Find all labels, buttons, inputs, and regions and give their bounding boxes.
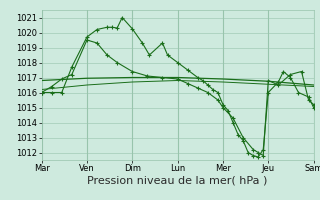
- X-axis label: Pression niveau de la mer( hPa ): Pression niveau de la mer( hPa ): [87, 176, 268, 186]
